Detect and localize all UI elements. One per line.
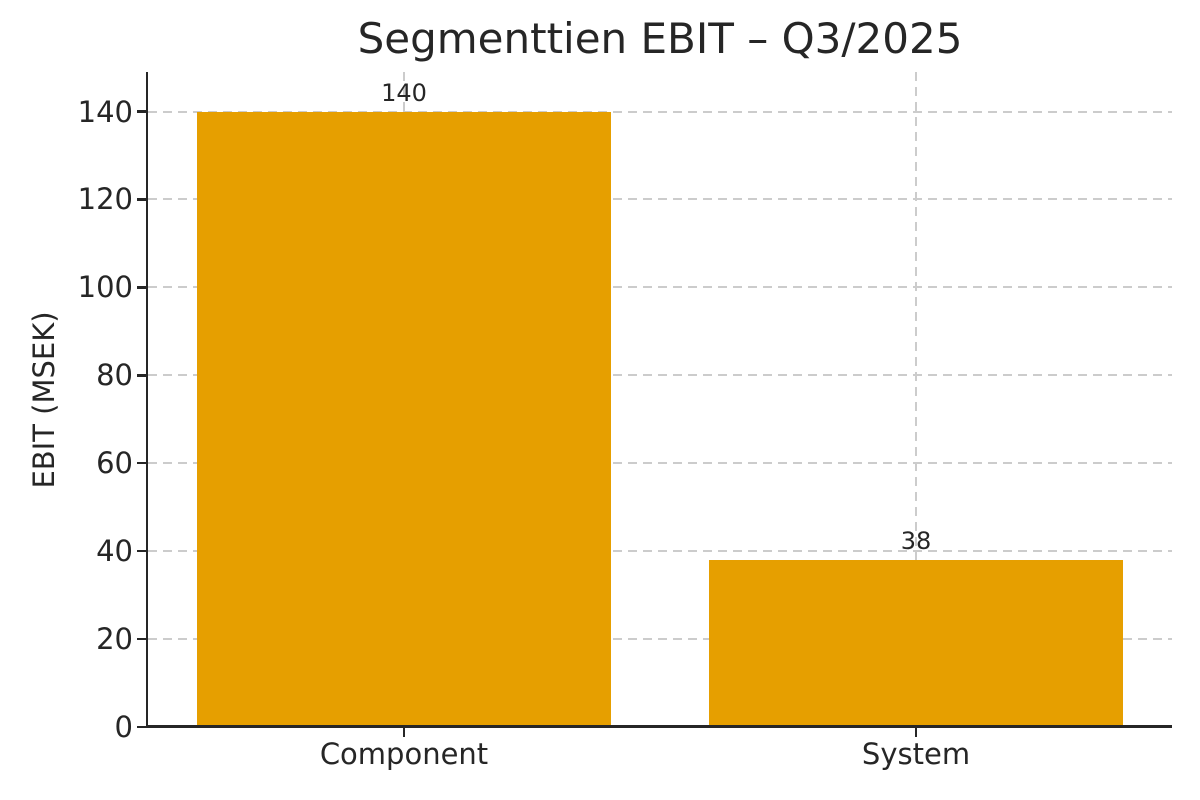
x-tick-label: System: [861, 737, 971, 771]
h-gridline: [148, 462, 1172, 465]
y-tick-label: 40: [96, 534, 133, 569]
x-tick-mark: [914, 727, 918, 737]
h-gridline: [148, 110, 1172, 113]
chart-title: Segmenttien EBIT – Q3/2025: [357, 14, 963, 63]
y-tick-label: 60: [96, 446, 133, 481]
bar: [708, 559, 1124, 727]
x-tick-label: Component: [319, 737, 489, 771]
bottom-axis-spine: [145, 725, 1172, 728]
y-tick-label: 100: [77, 270, 133, 305]
bar-value-label: 38: [900, 526, 932, 555]
y-tick-label: 0: [114, 710, 133, 744]
bar: [196, 111, 612, 727]
left-axis-spine: [145, 72, 148, 728]
y-tick-mark: [137, 198, 146, 201]
v-gridline: [915, 72, 917, 727]
y-tick-mark: [137, 110, 146, 113]
y-tick-mark: [137, 549, 146, 553]
y-tick-mark: [137, 461, 146, 465]
y-tick-mark: [137, 286, 146, 289]
x-tick-mark: [402, 727, 406, 737]
y-tick-mark: [137, 374, 146, 377]
y-tick-mark: [137, 725, 146, 729]
y-tick-label: 20: [96, 622, 133, 657]
bar-value-label: 140: [381, 78, 427, 107]
h-gridline: [148, 286, 1172, 289]
y-tick-label: 80: [96, 358, 133, 393]
h-gridline: [148, 374, 1172, 377]
y-tick-label: 120: [77, 182, 133, 217]
y-tick-label: 140: [77, 94, 133, 129]
h-gridline: [148, 550, 1172, 553]
h-gridline: [148, 198, 1172, 201]
y-tick-mark: [137, 637, 146, 641]
h-gridline: [148, 638, 1172, 641]
